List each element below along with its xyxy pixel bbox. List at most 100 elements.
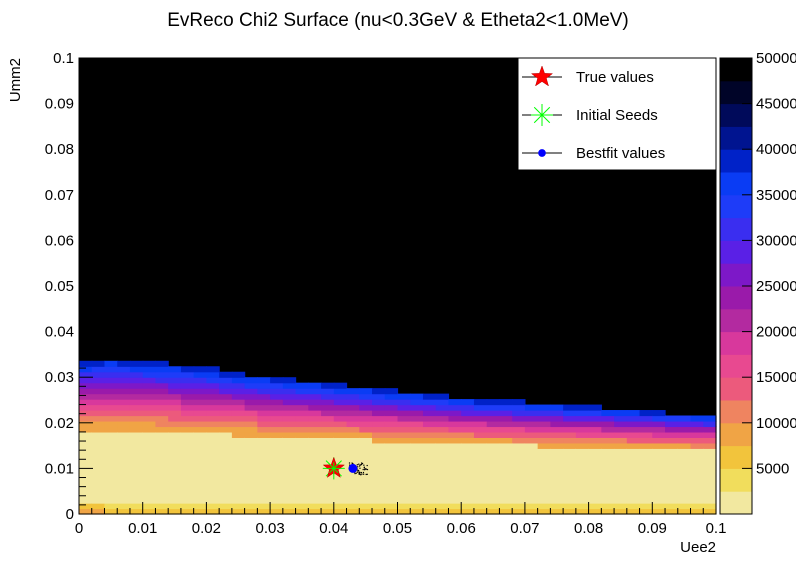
heatmap-cell [435,410,450,417]
heatmap-cell [435,492,450,499]
heatmap-cell [321,388,335,395]
heatmap-cell [193,470,207,477]
initial-seed-marker [329,463,339,474]
heatmap-cell [206,470,220,477]
heatmap-cell [614,459,628,466]
heatmap-cell [359,415,373,422]
heatmap-cell [219,464,233,471]
heatmap-cell [257,503,271,510]
heatmap-cell [257,431,271,438]
heatmap-cell [512,470,526,477]
heatmap-cell [652,426,666,433]
scan-point [365,468,367,470]
heatmap-cell [359,508,373,515]
heatmap-cell [575,448,590,455]
heatmap-cell [690,492,704,499]
heatmap-cell [244,437,258,444]
heatmap-cell [244,503,258,510]
heatmap-cell [639,470,653,477]
heatmap-cell [117,486,131,493]
heatmap-cell [142,404,157,411]
heatmap-cell [91,437,106,444]
heatmap-cell [129,366,144,373]
heatmap-cell [219,404,233,411]
heatmap-cell [397,426,411,433]
heatmap-cell [79,464,93,471]
heatmap-cell [295,388,309,395]
legend-entry-label: True values [576,69,654,86]
heatmap-cell [333,437,348,444]
heatmap-cell [372,497,386,504]
heatmap-cell [244,393,258,400]
scan-point [359,471,361,474]
heatmap-cell [614,475,628,482]
heatmap-cell [639,475,653,482]
scan-point [352,463,354,465]
heatmap-cell [142,371,157,378]
heatmap-cell [270,492,284,499]
heatmap-cell [588,420,602,428]
heatmap-cell [321,492,335,499]
heatmap-cell [563,437,577,444]
heatmap-cell [410,420,424,428]
heatmap-cell [422,420,437,428]
heatmap-cell [117,448,131,455]
heatmap-cell [614,464,628,471]
heatmap-cell [499,508,513,515]
heatmap-cell [219,453,233,460]
heatmap-cell [142,360,157,367]
heatmap-cell [346,475,360,482]
heatmap-cell [104,399,118,406]
heatmap-cell [677,415,692,422]
z-tick-label: 5000 [756,460,789,477]
heatmap-cell [639,497,653,504]
heatmap-cell [448,448,462,455]
heatmap-cell [333,508,348,515]
heatmap-cell [206,508,220,515]
heatmap-cell [346,426,360,433]
heatmap-cell [537,431,551,438]
heatmap-cell [435,481,450,488]
heatmap-cell [308,420,322,428]
heatmap-cell [142,442,157,449]
heatmap-cell [206,404,220,411]
heatmap-cell [91,453,106,460]
heatmap-cell [257,399,271,406]
heatmap-cell [295,399,309,406]
heatmap-cell [270,377,284,384]
heatmap-cell [639,448,653,455]
heatmap-cell [461,492,475,499]
heatmap-cell [448,442,462,449]
scan-point [359,467,361,469]
heatmap-cell [142,399,157,406]
heatmap-cell [665,437,679,444]
heatmap-cell [550,481,564,488]
heatmap-cell [129,399,144,406]
heatmap-cell [129,437,144,444]
heatmap-cell [601,410,615,417]
heatmap-cell [537,508,551,515]
heatmap-cell [180,481,195,488]
heatmap-cell [104,371,118,378]
heatmap-cell [79,366,93,373]
heatmap-cell [333,382,348,389]
heatmap-cell [524,415,539,422]
heatmap-cell [512,508,526,515]
heatmap-cell [168,470,182,477]
heatmap-cell [206,393,220,400]
heatmap-cell [333,453,348,460]
heatmap-cell [461,464,475,471]
heatmap-cell [575,415,590,422]
heatmap-cell [333,426,348,433]
heatmap-cell [104,415,118,422]
palette-band [720,286,752,310]
heatmap-cell [435,393,450,400]
heatmap-cell [206,415,220,422]
heatmap-cell [117,459,131,466]
heatmap-cell [677,431,692,438]
heatmap-cell [563,503,577,510]
palette-band [720,149,752,173]
heatmap-cell [168,503,182,510]
heatmap-cell [155,360,169,367]
palette-band [720,263,752,287]
